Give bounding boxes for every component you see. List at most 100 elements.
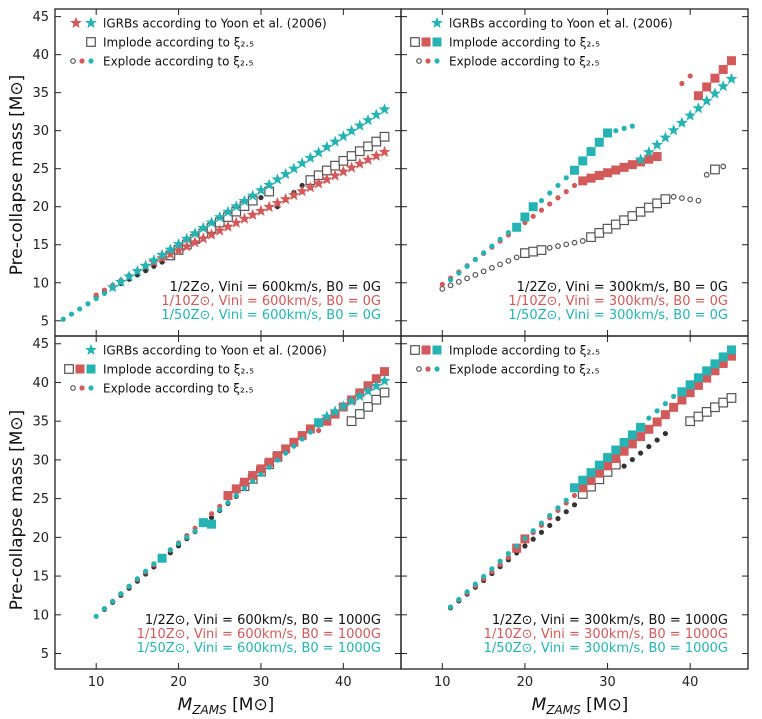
data-point — [321, 140, 333, 153]
panel-annotation: 1/2Z⊙, Vini = 300km/s, B0 = 1000G1/10Z⊙,… — [484, 613, 728, 656]
data-point — [101, 606, 108, 612]
y-tick-label: 15 — [32, 238, 49, 253]
data-point — [246, 208, 259, 220]
data-point — [530, 213, 536, 219]
data-point — [629, 123, 635, 129]
data-point — [329, 405, 341, 417]
data-point — [151, 561, 157, 567]
x-axis-title-right: MZAMS [M⊙] — [532, 695, 629, 717]
y-axis-title-top: Pre-collapse mass [M⊙] — [7, 75, 27, 276]
y-tick-label: 5 — [41, 647, 49, 662]
data-point — [654, 408, 660, 414]
data-point — [586, 232, 596, 243]
data-point — [115, 275, 127, 287]
data-point — [271, 173, 284, 185]
data-point — [726, 56, 736, 66]
data-point — [710, 359, 720, 369]
data-point — [192, 528, 198, 534]
data-point — [718, 397, 729, 408]
data-point — [362, 153, 374, 165]
data-point — [578, 483, 588, 493]
data-point — [726, 351, 736, 361]
panel-bottom-right: 10 20 30 40 Implode according to ξ₂.₅ Explode… — [400, 335, 749, 690]
data-point — [68, 311, 75, 317]
data-point — [299, 436, 305, 442]
data-point — [571, 492, 578, 499]
data-point — [322, 416, 332, 426]
data-point — [175, 540, 182, 547]
data-point — [321, 173, 333, 185]
data-point — [603, 461, 613, 471]
data-point — [652, 198, 663, 209]
data-point — [126, 583, 132, 589]
data-point — [538, 207, 545, 213]
x-tick-label: 30 — [599, 675, 616, 690]
data-point — [378, 103, 391, 115]
data-point — [538, 198, 545, 204]
data-point — [363, 141, 373, 152]
data-point — [570, 483, 579, 493]
annotation-line: 1/2Z⊙, Vini = 300km/s, B0 = 1000G — [492, 613, 728, 628]
data-point — [621, 125, 627, 131]
legend-marker — [416, 366, 422, 372]
data-point — [230, 200, 243, 212]
data-point — [684, 109, 697, 121]
legend-label: Implode according to ξ₂.₅ — [103, 36, 254, 50]
data-point — [621, 463, 627, 469]
data-point — [489, 566, 495, 572]
data-point — [283, 450, 289, 456]
data-point — [207, 519, 217, 529]
annotation-line: 1/10Z⊙, Vini = 300km/s, B0 = 1000G — [484, 627, 728, 642]
y-axis-title-bottom: Pre-collapse mass [M⊙] — [7, 410, 27, 611]
data-point — [281, 444, 291, 454]
data-point — [312, 177, 325, 189]
data-point — [246, 189, 259, 201]
x-tick-label: 30 — [253, 675, 270, 690]
data-point — [603, 168, 613, 178]
legend-marker — [421, 345, 431, 355]
data-point — [248, 471, 258, 481]
data-point — [197, 232, 210, 244]
data-point — [692, 102, 705, 114]
data-point — [703, 171, 710, 178]
data-point — [611, 445, 621, 455]
series-teal — [93, 374, 391, 619]
data-point — [627, 211, 638, 221]
data-point — [439, 281, 445, 287]
data-point — [289, 437, 299, 447]
data-point — [279, 193, 292, 205]
legend-marker — [85, 343, 97, 355]
data-point — [330, 409, 340, 419]
data-point — [497, 261, 504, 268]
y-tick-label: 35 — [32, 86, 49, 101]
data-point — [710, 366, 720, 376]
data-point — [644, 154, 654, 164]
data-point — [329, 135, 341, 147]
data-point — [555, 243, 561, 249]
data-point — [379, 387, 390, 398]
data-point — [528, 202, 538, 212]
data-point — [522, 535, 528, 541]
data-point — [547, 190, 553, 196]
legend-marker — [75, 364, 85, 374]
series-black — [439, 163, 727, 292]
data-point — [571, 502, 578, 508]
legend-marker — [425, 58, 431, 64]
data-point — [685, 388, 695, 398]
data-point — [555, 195, 561, 201]
data-point — [304, 181, 317, 193]
x-tick-label: 40 — [682, 675, 699, 690]
annotation-line: 1/2Z⊙, Vini = 600km/s, B0 = 1000G — [145, 613, 381, 628]
series-teal — [447, 345, 736, 610]
data-point — [230, 216, 243, 228]
data-point — [258, 194, 264, 201]
y-tick-label: 10 — [32, 276, 49, 291]
data-point — [489, 243, 495, 249]
data-point — [447, 277, 454, 283]
data-point — [718, 352, 728, 362]
data-point — [643, 202, 654, 213]
data-point — [667, 124, 680, 136]
data-point — [700, 94, 713, 106]
data-point — [189, 236, 201, 248]
annotation-line: 1/50Z⊙, Vini = 300km/s, B0 = 1000G — [484, 641, 728, 656]
